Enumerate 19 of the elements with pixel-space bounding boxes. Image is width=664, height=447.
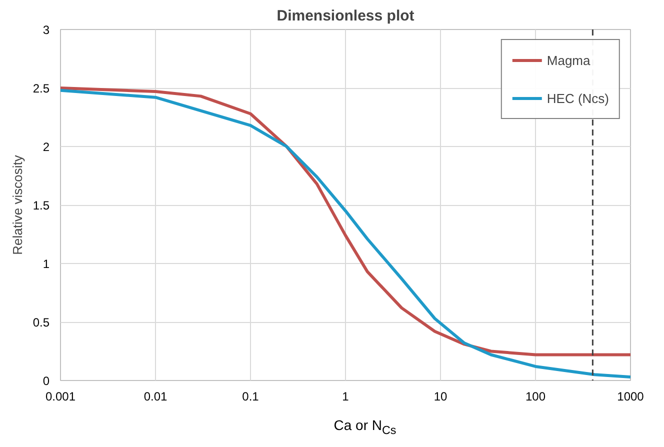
y-tick-label: 1 <box>42 257 50 271</box>
x-tick-label: 100 <box>525 390 546 404</box>
x-tick-label: 0.01 <box>144 390 168 404</box>
x-tick-label: 0.001 <box>45 390 76 404</box>
legend-label: Magma <box>546 52 590 68</box>
y-tick-label: 2.5 <box>32 82 50 96</box>
x-axis-title: Ca or N$_{Cs}$ <box>334 416 396 439</box>
y-tick-label: 0 <box>42 374 50 388</box>
legend-label: HEC (Ncs) <box>546 90 609 106</box>
x-tick-label: 1000 <box>617 390 644 404</box>
x-tick-label: 1 <box>342 390 350 404</box>
x-tick-label: 0.1 <box>242 390 260 404</box>
y-tick-label: 3 <box>42 23 50 37</box>
chart-title: Dimensionless plot <box>276 8 414 24</box>
y-axis-title: Relative viscosity <box>10 154 25 255</box>
y-tick-label: 1.5 <box>32 198 50 212</box>
y-tick-label: 0.5 <box>32 316 50 330</box>
x-tick-label: 10 <box>434 390 448 404</box>
y-tick-label: 2 <box>42 140 50 154</box>
